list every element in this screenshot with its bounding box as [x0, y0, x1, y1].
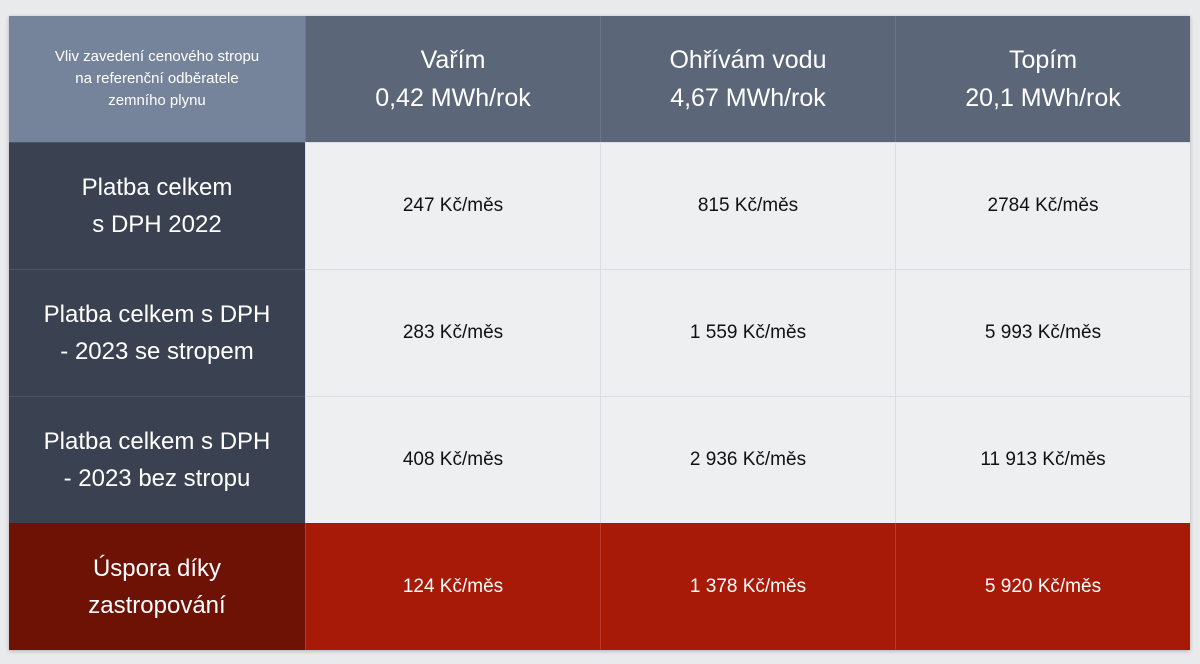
row-label-line: Úspora díky: [92, 554, 222, 582]
column-header-water-heating: Ohřívám vodu 4,67 MWh/rok: [600, 16, 895, 142]
price-cap-table: Vliv zavedení cenového stropu na referen…: [9, 16, 1190, 650]
savings-cell: 5 920 Kč/měs: [895, 523, 1190, 650]
table-cell: 2 936 Kč/měs: [600, 396, 895, 523]
row-label-savings: Úspora díky zastropování: [9, 523, 305, 650]
table-cell: 408 Kč/měs: [305, 396, 600, 523]
row-label-line: s DPH 2022: [92, 211, 222, 238]
table-cell: 283 Kč/měs: [305, 269, 600, 396]
row-label-line: zastropování: [88, 591, 226, 619]
row-label-line: Platba celkem s DPH: [43, 301, 271, 328]
row-label-2023-uncapped: Platba celkem s DPH - 2023 bez stropu: [9, 396, 305, 523]
column-consumption: 20,1 MWh/rok: [965, 84, 1121, 112]
caption-line: na referenční odběratele: [75, 70, 239, 87]
table-cell: 247 Kč/měs: [305, 142, 600, 269]
column-consumption: 0,42 MWh/rok: [375, 84, 531, 112]
table-cell: 5 993 Kč/měs: [895, 269, 1190, 396]
row-label-line: - 2023 bez stropu: [63, 465, 251, 492]
table-cell: 1 559 Kč/měs: [600, 269, 895, 396]
table-cell: 2784 Kč/měs: [895, 142, 1190, 269]
row-label-2022: Platba celkem s DPH 2022: [9, 142, 305, 269]
row-label-line: Platba celkem: [81, 174, 233, 201]
table-cell: 815 Kč/měs: [600, 142, 895, 269]
row-label-line: Platba celkem s DPH: [43, 428, 271, 455]
column-title: Topím: [1008, 46, 1078, 74]
table-cell: 11 913 Kč/měs: [895, 396, 1190, 523]
savings-cell: 124 Kč/měs: [305, 523, 600, 650]
column-header-cooking: Vařím 0,42 MWh/rok: [305, 16, 600, 142]
table-caption: Vliv zavedení cenového stropu na referen…: [9, 16, 305, 142]
caption-line: Vliv zavedení cenového stropu: [54, 48, 260, 65]
savings-cell: 1 378 Kč/měs: [600, 523, 895, 650]
column-title: Vařím: [420, 46, 486, 74]
row-label-line: - 2023 se stropem: [60, 338, 254, 365]
column-consumption: 4,67 MWh/rok: [670, 84, 826, 112]
caption-line: zemního plynu: [108, 92, 206, 109]
column-title: Ohřívám vodu: [669, 46, 827, 74]
column-header-heating: Topím 20,1 MWh/rok: [895, 16, 1190, 142]
row-label-2023-capped: Platba celkem s DPH - 2023 se stropem: [9, 269, 305, 396]
